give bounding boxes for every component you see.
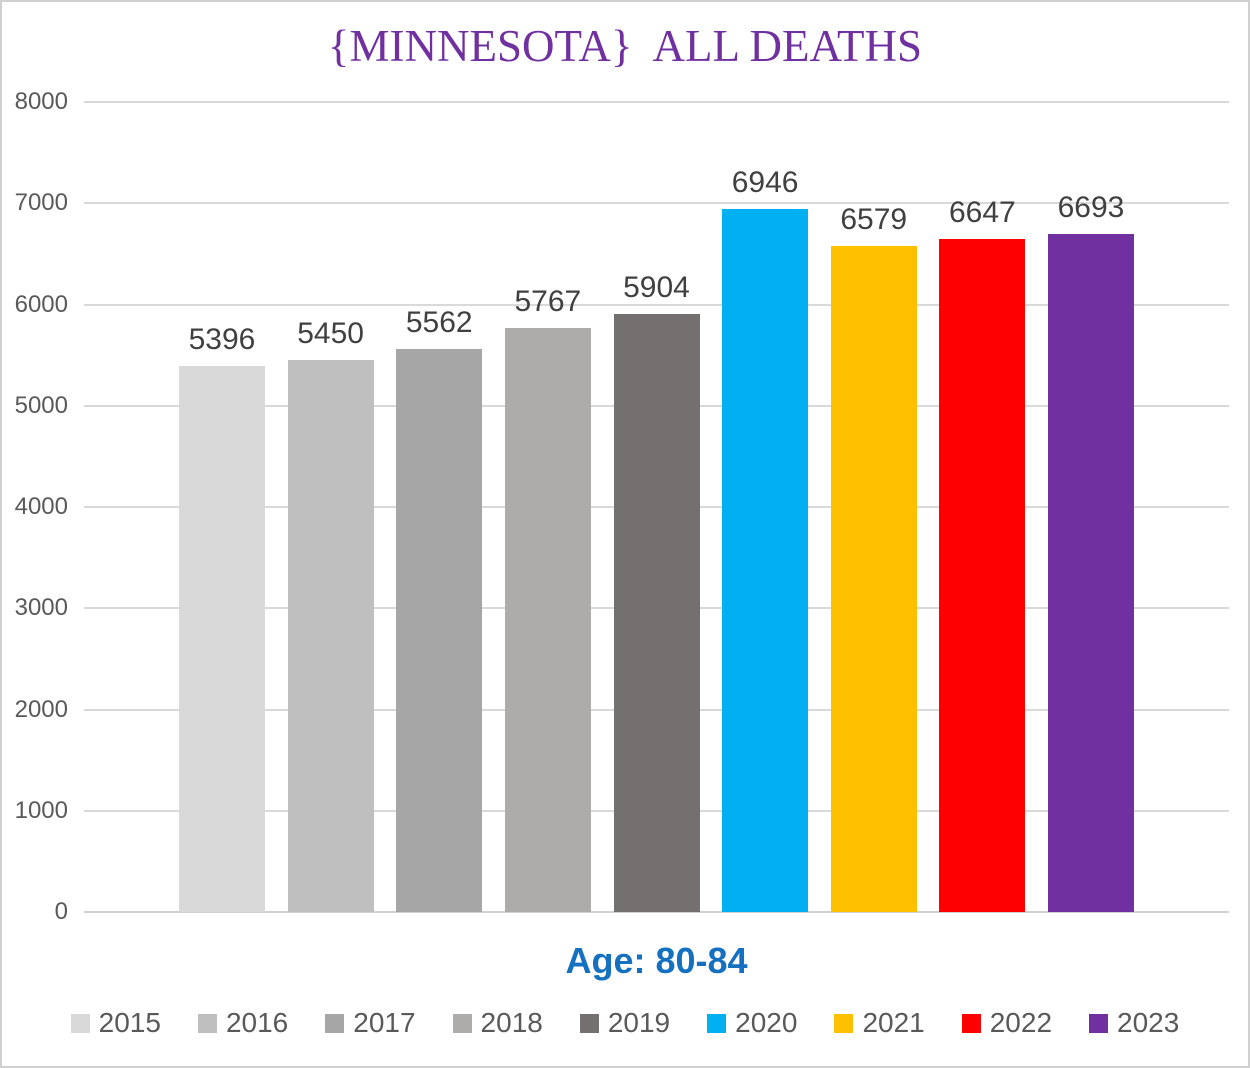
y-axis-tick-label: 7000	[14, 189, 68, 217]
legend-item-2021: 2021	[834, 1007, 925, 1038]
legend-item-2015: 2015	[70, 1007, 161, 1038]
legend-item-2016: 2016	[197, 1007, 289, 1038]
chart-title: {MINNESOTA} ALL DEATHS	[327, 21, 923, 71]
legend-item-2018: 2018	[452, 1007, 543, 1038]
bar-2015	[179, 365, 265, 912]
y-axis-tick-label: 3000	[14, 594, 68, 622]
bar-2022	[939, 238, 1026, 912]
bar-2023	[1048, 234, 1134, 912]
bar-2021	[830, 245, 917, 912]
legend-swatch	[707, 1013, 727, 1033]
legend-item-2022: 2022	[961, 1007, 1053, 1038]
legend-item-label: 2021	[862, 1007, 925, 1038]
legend-swatch	[325, 1013, 345, 1033]
bar-2019	[613, 314, 700, 912]
x-axis-line	[84, 911, 1229, 913]
legend-item-2020: 2020	[707, 1008, 797, 1038]
gridline	[84, 101, 1229, 103]
y-axis-tick-label: 8000	[14, 88, 68, 115]
bar-2017	[396, 348, 483, 912]
y-axis-tick-label: 4000	[14, 493, 68, 520]
bar-value-label: 6946	[731, 165, 799, 199]
age-subtitle: Age: 80-84	[565, 940, 748, 981]
legend-swatch	[452, 1013, 472, 1033]
y-axis-tick-label: 0	[54, 898, 68, 925]
legend-swatch	[1089, 1013, 1109, 1033]
legend-item-2023: 2023	[1089, 1008, 1179, 1038]
bar-value-label: 6693	[1057, 191, 1125, 225]
gridline	[84, 202, 1229, 205]
legend-item-2019: 2019	[579, 1007, 671, 1038]
bar-value-label: 6579	[840, 202, 908, 236]
gridline	[84, 303, 1229, 306]
bar-2016	[287, 360, 374, 912]
legend-item-2017: 2017	[325, 1007, 416, 1038]
legend-item-label: 2020	[735, 1007, 798, 1038]
legend-item-label: 2022	[989, 1007, 1053, 1038]
bar-value-label: 5904	[623, 271, 690, 305]
legend-item-label: 2023	[1117, 1007, 1180, 1038]
legend-swatch	[579, 1013, 599, 1033]
legend-item-label: 2019	[607, 1007, 671, 1038]
bar-2018	[504, 328, 591, 912]
legend-swatch	[197, 1013, 217, 1033]
bar-value-label: 5396	[188, 322, 256, 356]
legend-swatch	[961, 1013, 981, 1033]
bar-2020	[722, 208, 809, 912]
bar-value-label: 6647	[949, 195, 1016, 229]
y-axis-tick-label: 6000	[14, 290, 68, 318]
bar-value-label: 5450	[297, 317, 364, 351]
y-axis-tick-label: 1000	[14, 796, 68, 824]
legend-item-label: 2016	[225, 1007, 289, 1038]
legend-item-label: 2018	[480, 1007, 543, 1038]
legend-swatch	[70, 1013, 90, 1033]
bar-value-label: 5562	[405, 305, 473, 339]
legend: 2015 2016 2017 2018 2019 2020 2021 2022 2023	[2, 1008, 1248, 1038]
bar-value-label: 5767	[514, 285, 582, 319]
y-axis-tick-label: 5000	[14, 391, 68, 419]
legend-swatch	[834, 1013, 854, 1033]
legend-item-label: 2015	[98, 1007, 161, 1038]
legend-item-label: 2017	[353, 1007, 416, 1038]
y-axis-tick-label: 2000	[14, 695, 68, 723]
